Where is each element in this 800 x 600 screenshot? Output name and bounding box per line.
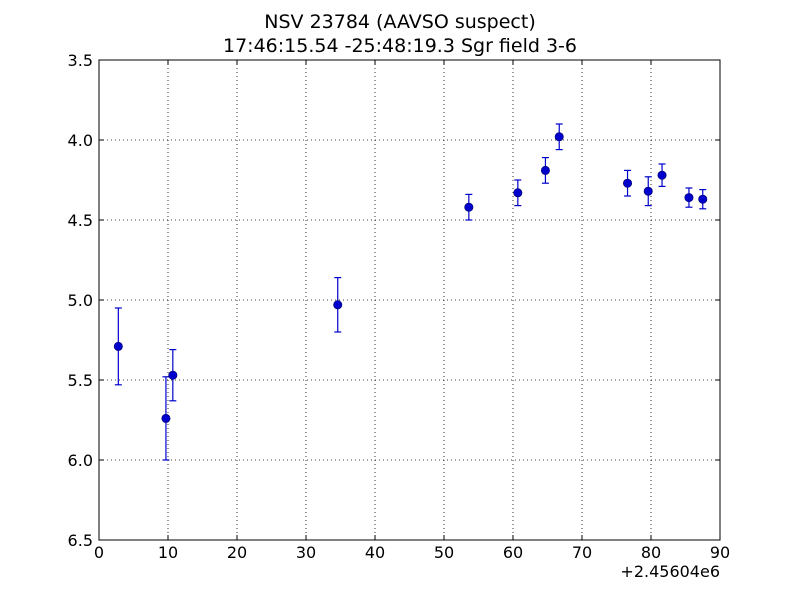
data-point [464,202,474,212]
x-tick-label: 0 [94,543,104,562]
data-points [113,132,708,423]
axis-ticks [98,59,721,541]
x-tick-label: 50 [434,543,454,562]
x-tick-label: 10 [158,543,178,562]
x-tick-label: 40 [365,543,385,562]
plot-frame [98,59,721,541]
y-tick-label: 5.5 [68,371,93,390]
data-point [698,194,708,204]
y-tick-label: 4.5 [68,211,93,230]
chart-title: NSV 23784 (AAVSO suspect) [264,11,536,33]
data-point [333,300,343,310]
error-bars [114,123,707,461]
chart-subtitle: 17:46:15.54 -25:48:19.3 Sgr field 3-6 [223,35,577,57]
x-tick-label: 70 [572,543,592,562]
data-point [643,186,653,196]
data-point [540,165,550,175]
x-tick-label: 20 [227,543,247,562]
y-tick-label: 6.5 [68,531,93,550]
grid-lines [99,60,720,540]
data-point [113,341,123,351]
data-point [657,170,667,180]
data-point [554,132,564,142]
data-point [513,188,523,198]
x-offset-label: +2.45604e6 [620,562,720,581]
x-tick-label: 60 [503,543,523,562]
data-point [168,370,178,380]
y-tick-label: 3.5 [68,51,93,70]
x-tick-label: 90 [710,543,730,562]
data-point [623,178,633,188]
y-tick-label: 5.0 [68,291,93,310]
y-tick-label: 4.0 [68,131,93,150]
x-tick-label: 30 [296,543,316,562]
tick-labels: 0 10 20 30 40 50 60 70 80 90 3.5 4.0 4.5 5.0 5.5 6.0 6.5 [68,51,731,562]
data-point [161,413,171,423]
data-point [684,193,694,203]
x-tick-label: 80 [641,543,661,562]
y-tick-label: 6.0 [68,451,93,470]
